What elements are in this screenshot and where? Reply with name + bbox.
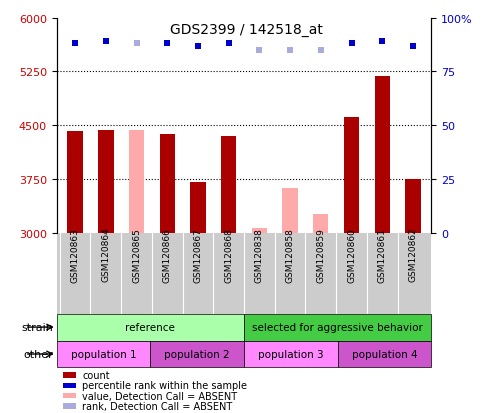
Bar xyxy=(57,341,150,368)
Text: reference: reference xyxy=(125,322,176,332)
Bar xyxy=(63,373,76,377)
Text: percentile rank within the sample: percentile rank within the sample xyxy=(82,380,247,390)
Text: population 3: population 3 xyxy=(258,349,324,359)
Bar xyxy=(244,314,431,341)
Text: population 1: population 1 xyxy=(70,349,137,359)
Bar xyxy=(150,341,244,368)
Text: strain: strain xyxy=(21,322,53,332)
Bar xyxy=(338,341,431,368)
Bar xyxy=(244,341,338,368)
Bar xyxy=(375,77,390,233)
Text: value, Detection Call = ABSENT: value, Detection Call = ABSENT xyxy=(82,391,238,401)
Bar xyxy=(313,215,328,233)
Bar xyxy=(405,180,421,233)
Bar xyxy=(344,117,359,233)
Bar xyxy=(129,131,144,233)
Text: other: other xyxy=(23,349,53,359)
Bar xyxy=(57,314,244,341)
Bar xyxy=(282,189,298,233)
Bar xyxy=(98,131,113,233)
Text: rank, Detection Call = ABSENT: rank, Detection Call = ABSENT xyxy=(82,401,233,411)
Bar xyxy=(63,382,76,388)
Text: population 4: population 4 xyxy=(352,349,418,359)
Text: population 2: population 2 xyxy=(164,349,230,359)
Bar xyxy=(221,137,236,233)
Text: GDS2399 / 142518_at: GDS2399 / 142518_at xyxy=(170,23,323,37)
Bar xyxy=(160,135,175,233)
Text: count: count xyxy=(82,370,110,380)
Bar xyxy=(190,183,206,233)
Bar xyxy=(68,132,83,233)
Bar xyxy=(63,403,76,409)
Bar xyxy=(63,393,76,398)
Bar xyxy=(252,228,267,233)
Text: selected for aggressive behavior: selected for aggressive behavior xyxy=(252,322,423,332)
